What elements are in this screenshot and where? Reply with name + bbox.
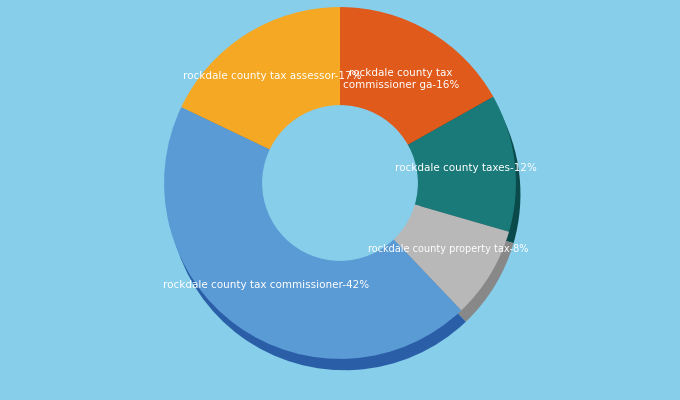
Text: rockdale county taxes-12%: rockdale county taxes-12% (395, 163, 537, 173)
Wedge shape (398, 216, 513, 322)
Wedge shape (345, 18, 498, 156)
Text: rockdale county property tax-8%: rockdale county property tax-8% (368, 244, 528, 254)
Wedge shape (393, 204, 509, 310)
Wedge shape (412, 108, 520, 243)
Wedge shape (182, 7, 340, 150)
Wedge shape (340, 7, 493, 145)
Text: rockdale county tax
commissioner ga-16%: rockdale county tax commissioner ga-16% (343, 68, 459, 90)
Wedge shape (164, 107, 461, 359)
Wedge shape (186, 18, 345, 161)
Text: rockdale county tax commissioner-42%: rockdale county tax commissioner-42% (163, 280, 369, 290)
Text: rockdale county tax assessor-17%: rockdale county tax assessor-17% (184, 71, 362, 81)
Circle shape (263, 106, 417, 260)
Wedge shape (407, 97, 516, 232)
Wedge shape (169, 118, 466, 370)
